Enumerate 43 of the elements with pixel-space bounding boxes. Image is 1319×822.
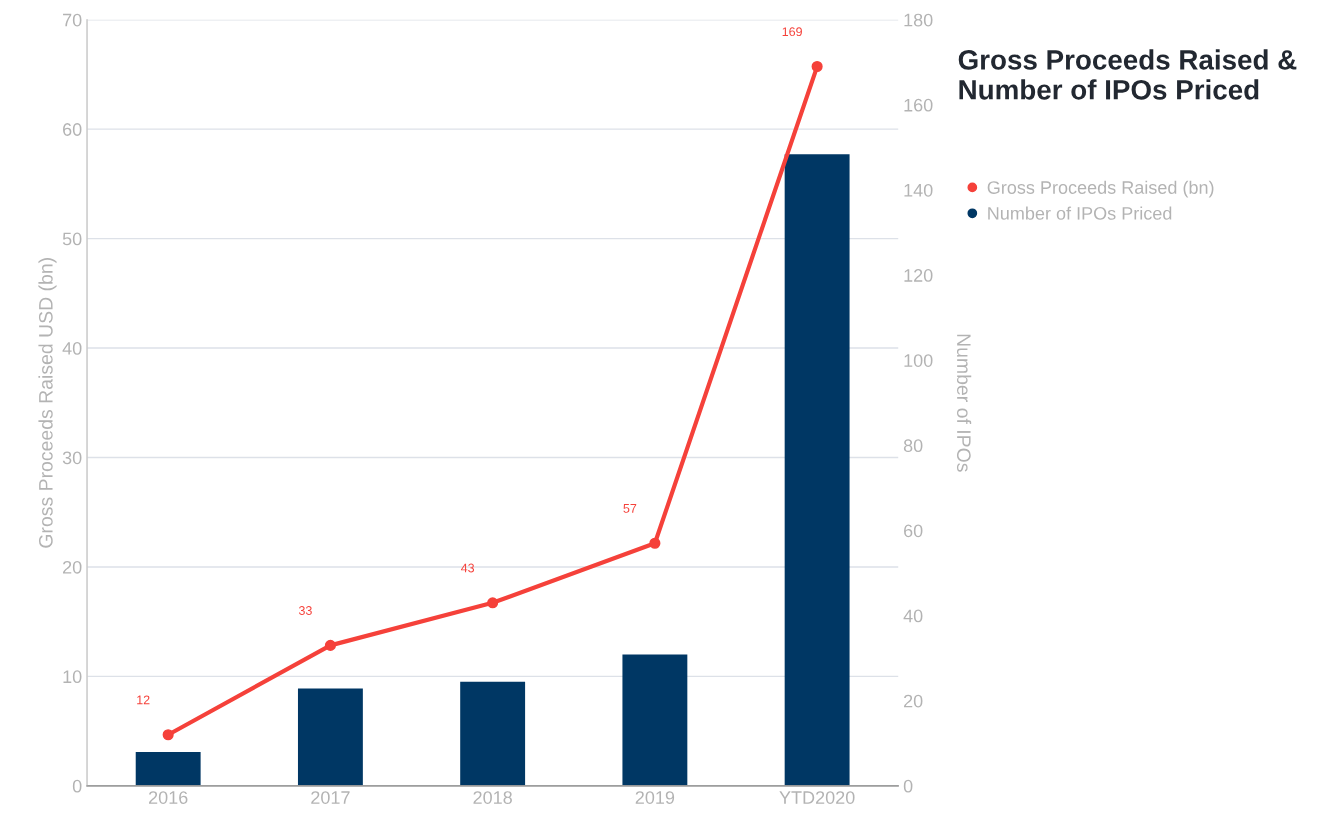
data-label: 43 (460, 563, 475, 573)
legend-label: Gross Proceeds Raised (bn) (987, 180, 1214, 198)
x-tick-label: 2018 (473, 791, 512, 804)
x-tick-label: 2016 (149, 791, 188, 804)
point (324, 639, 336, 651)
x-tick-label: 2017 (311, 791, 350, 804)
y2-tick-label: 40 (903, 609, 923, 623)
y-tick-label: 40 (62, 341, 82, 355)
y-tick-label: 50 (62, 232, 82, 246)
x-tick-label: 2019 (635, 791, 675, 804)
point (487, 597, 499, 609)
data-label: 12 (137, 695, 150, 705)
bar (784, 154, 850, 786)
y-tick-label: 30 (62, 451, 82, 465)
bar (460, 681, 526, 786)
y2-tick-label: 120 (904, 269, 933, 282)
y2-tick-label: 160 (904, 98, 933, 112)
bar (135, 751, 201, 786)
y-tick-label: 0 (72, 779, 82, 793)
y-tick-label: 20 (63, 560, 82, 574)
data-label: 33 (298, 606, 312, 615)
y2-tick-label: 20 (904, 694, 923, 708)
data-label: 57 (623, 504, 637, 513)
point (811, 60, 823, 73)
y2-tick-label: 180 (904, 13, 933, 27)
y-axis-title: Gross Proceeds Raised USD (bn) (38, 258, 57, 548)
data-label: 169 (782, 27, 802, 37)
bar (622, 654, 688, 786)
y2-tick-label: 60 (904, 524, 923, 538)
point (649, 537, 661, 549)
bar (297, 688, 363, 786)
y-tick-label: 60 (63, 123, 82, 136)
y2-tick-label: 0 (903, 779, 913, 793)
x-tick-label: YTD2020 (779, 791, 855, 804)
y-tick-label: 10 (63, 670, 82, 684)
point (162, 729, 174, 741)
legend-label: Number of IPOs Priced (988, 206, 1172, 220)
y2-tick-label: 140 (904, 183, 933, 197)
y2-tick-label: 80 (903, 439, 923, 453)
y2-axis-title: Number of IPOs (956, 334, 972, 472)
y-tick-label: 70 (63, 13, 82, 27)
y2-tick-label: 100 (904, 354, 933, 367)
text: Gross Proceeds Raised & Number of IPOs Priced (958, 49, 1297, 100)
